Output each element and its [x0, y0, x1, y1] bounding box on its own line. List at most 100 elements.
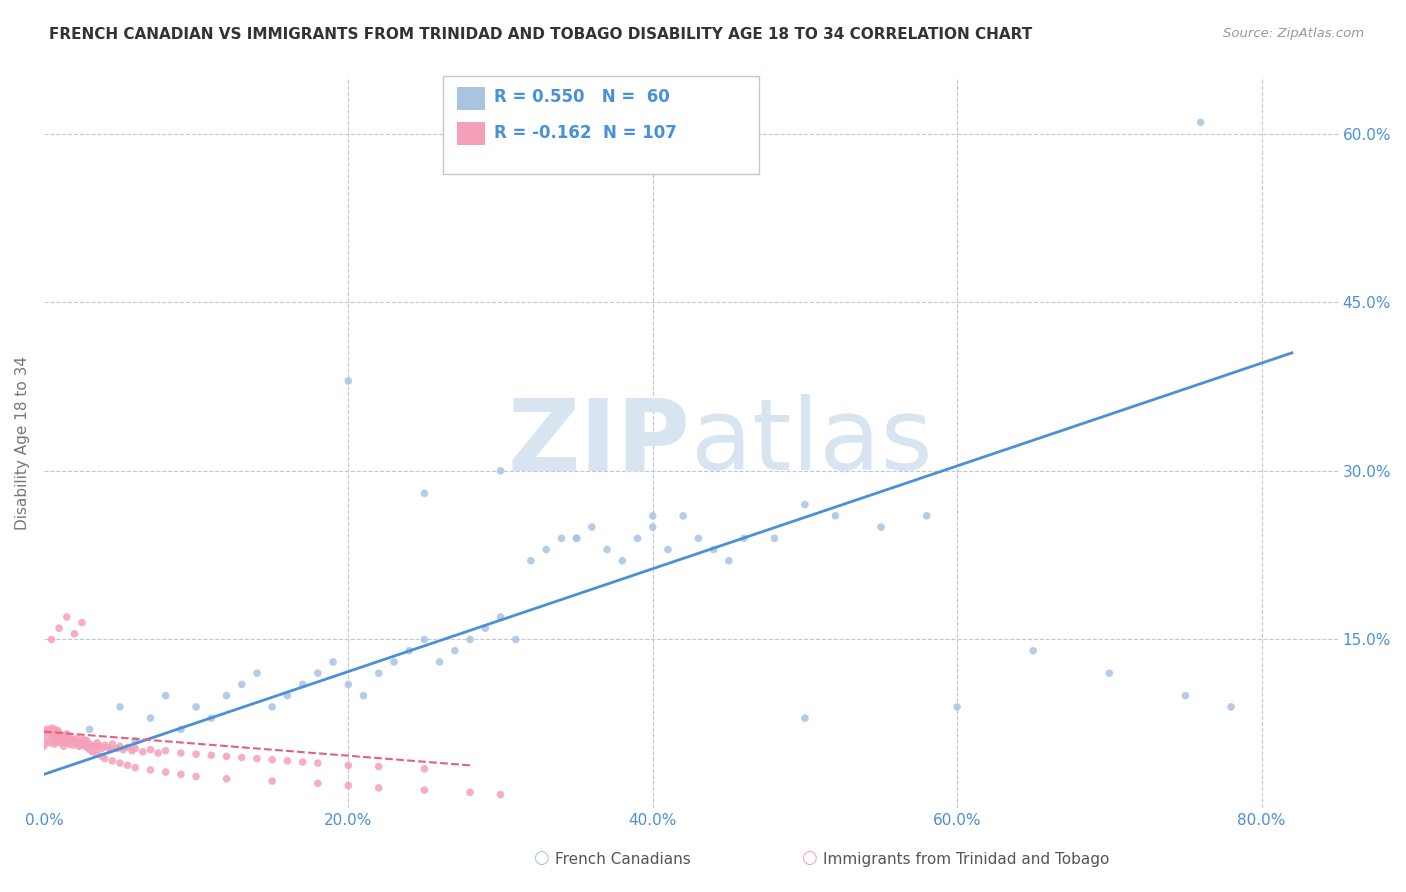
- Point: [65, 736, 87, 750]
- Point: [79, 723, 101, 737]
- Point: [42, 731, 65, 746]
- Point: [307, 666, 329, 681]
- Text: ○: ○: [800, 849, 817, 867]
- Point: [49, 736, 72, 750]
- Point: [703, 542, 725, 557]
- Text: Immigrants from Trinidad and Tobago: Immigrants from Trinidad and Tobago: [823, 852, 1109, 867]
- Point: [77, 736, 100, 750]
- Point: [48, 621, 70, 635]
- Point: [322, 655, 344, 669]
- Point: [215, 689, 238, 703]
- Point: [108, 739, 131, 754]
- Point: [48, 729, 70, 743]
- Point: [1174, 689, 1197, 703]
- Point: [262, 700, 284, 714]
- Point: [367, 666, 389, 681]
- Point: [276, 754, 298, 768]
- Point: [66, 731, 89, 746]
- Point: [641, 508, 664, 523]
- Point: [32, 728, 55, 742]
- Point: [63, 733, 86, 747]
- Point: [45, 731, 67, 745]
- Point: [94, 751, 117, 765]
- Point: [72, 732, 94, 747]
- Point: [34, 724, 56, 739]
- Point: [59, 737, 82, 751]
- Point: [200, 711, 222, 725]
- Point: [367, 780, 389, 795]
- Point: [215, 772, 238, 786]
- Point: [139, 763, 162, 777]
- Point: [90, 741, 112, 756]
- Point: [86, 747, 108, 761]
- Point: [69, 735, 91, 749]
- Point: [46, 735, 69, 749]
- Point: [48, 725, 70, 739]
- Point: [55, 610, 77, 624]
- Point: [108, 756, 131, 771]
- Point: [489, 788, 512, 802]
- Point: [46, 723, 69, 738]
- Point: [353, 689, 375, 703]
- Point: [79, 739, 101, 754]
- Point: [70, 615, 93, 630]
- Point: [915, 508, 938, 523]
- Point: [657, 542, 679, 557]
- Point: [41, 721, 63, 735]
- Point: [170, 746, 193, 760]
- Point: [139, 711, 162, 725]
- Text: Source: ZipAtlas.com: Source: ZipAtlas.com: [1223, 27, 1364, 40]
- Point: [824, 508, 846, 523]
- Point: [1220, 700, 1243, 714]
- Point: [32, 739, 55, 754]
- Point: [246, 751, 269, 765]
- Point: [39, 736, 62, 750]
- Point: [581, 520, 603, 534]
- Point: [246, 666, 269, 681]
- Point: [76, 740, 98, 755]
- Point: [307, 756, 329, 771]
- Point: [117, 740, 139, 755]
- Point: [132, 745, 155, 759]
- Point: [870, 520, 893, 534]
- Point: [793, 498, 815, 512]
- Point: [73, 738, 96, 752]
- Point: [124, 733, 146, 747]
- Point: [101, 737, 124, 751]
- Point: [337, 779, 360, 793]
- Point: [444, 643, 467, 657]
- Point: [688, 531, 710, 545]
- Point: [458, 785, 481, 799]
- Point: [97, 740, 120, 755]
- Point: [101, 754, 124, 768]
- Point: [367, 759, 389, 773]
- Point: [84, 740, 107, 755]
- Point: [596, 542, 619, 557]
- Point: [82, 738, 104, 752]
- Point: [291, 677, 314, 691]
- Point: [44, 737, 66, 751]
- Point: [184, 700, 207, 714]
- Point: [337, 374, 360, 388]
- Point: [79, 742, 101, 756]
- Text: French Canadians: French Canadians: [555, 852, 692, 867]
- Point: [946, 700, 969, 714]
- Point: [413, 486, 436, 500]
- Point: [90, 749, 112, 764]
- Point: [733, 531, 755, 545]
- Point: [42, 724, 65, 739]
- Point: [44, 723, 66, 737]
- Point: [124, 761, 146, 775]
- Point: [100, 742, 122, 756]
- Point: [155, 744, 177, 758]
- Point: [67, 739, 90, 754]
- Point: [139, 742, 162, 756]
- Point: [39, 723, 62, 738]
- Point: [53, 731, 76, 745]
- Text: R = -0.162  N = 107: R = -0.162 N = 107: [494, 124, 676, 142]
- Point: [337, 677, 360, 691]
- Point: [337, 758, 360, 772]
- Point: [626, 531, 648, 545]
- Point: [58, 729, 80, 743]
- Point: [51, 731, 73, 746]
